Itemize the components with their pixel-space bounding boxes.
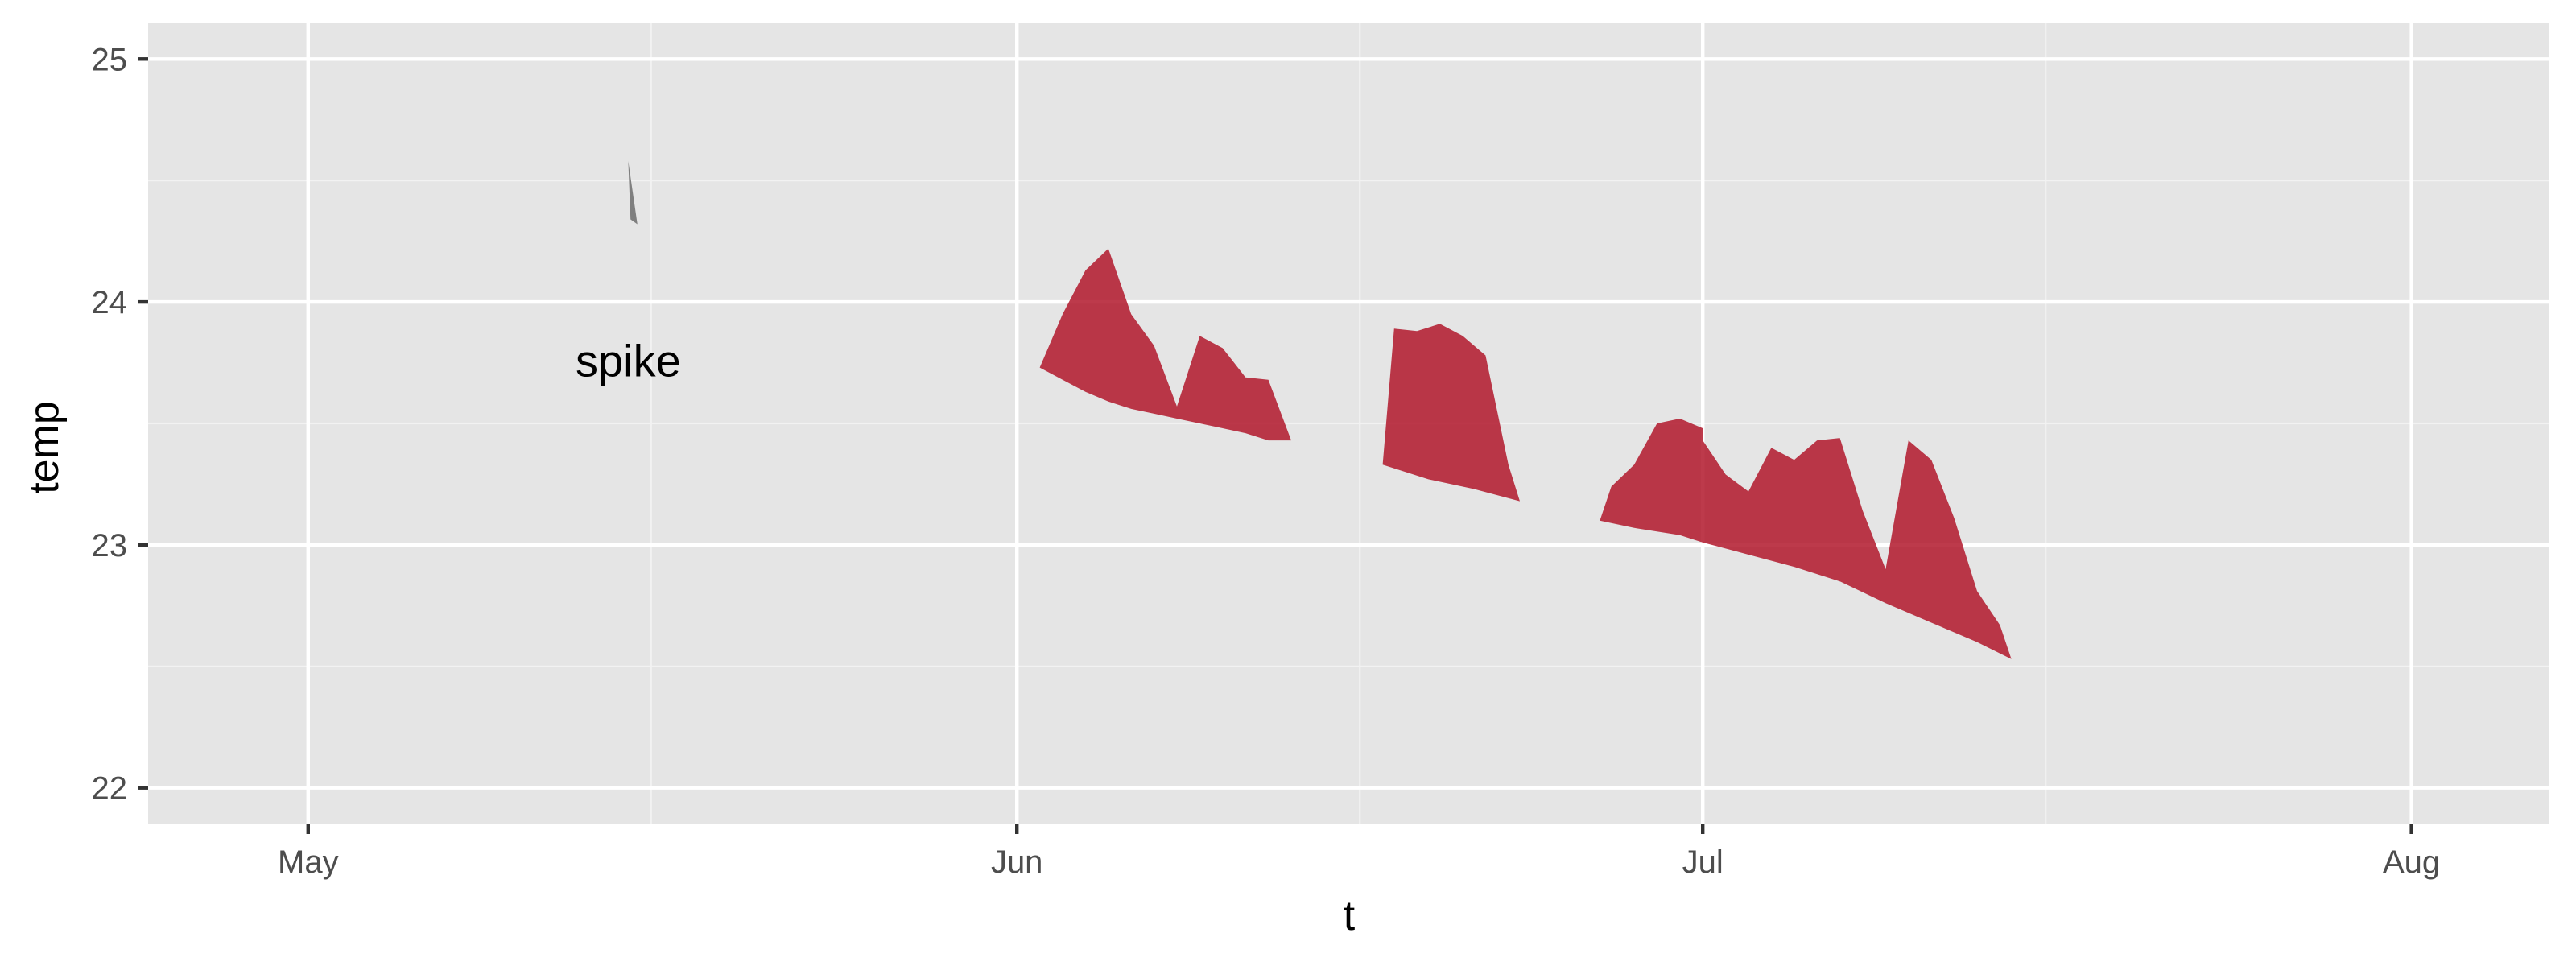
- x-tick-label: Jun: [991, 844, 1043, 880]
- x-tick-label: May: [278, 844, 339, 880]
- spike-arrow: [628, 161, 638, 225]
- annotation-layer: spike: [576, 161, 681, 386]
- y-tick-label: 22: [92, 771, 128, 807]
- area-segment-1: [1039, 248, 1291, 441]
- axes: 22 23 24 25 May Jun Jul Aug: [92, 42, 2441, 880]
- x-tick-label: Aug: [2383, 844, 2440, 880]
- series-areas: [1039, 248, 2012, 659]
- grid-lines: [148, 23, 2549, 824]
- y-tick-label: 25: [92, 42, 128, 77]
- annotation-spike: spike: [576, 336, 681, 386]
- y-tick-label: 23: [92, 528, 128, 564]
- area-segment-2: [1382, 324, 1520, 502]
- x-tick-label: Jul: [1682, 844, 1724, 880]
- y-axis-title: temp: [21, 401, 68, 494]
- x-axis-title: t: [1344, 893, 1356, 939]
- y-tick-label: 24: [92, 285, 128, 320]
- area-segment-3: [1600, 419, 2012, 659]
